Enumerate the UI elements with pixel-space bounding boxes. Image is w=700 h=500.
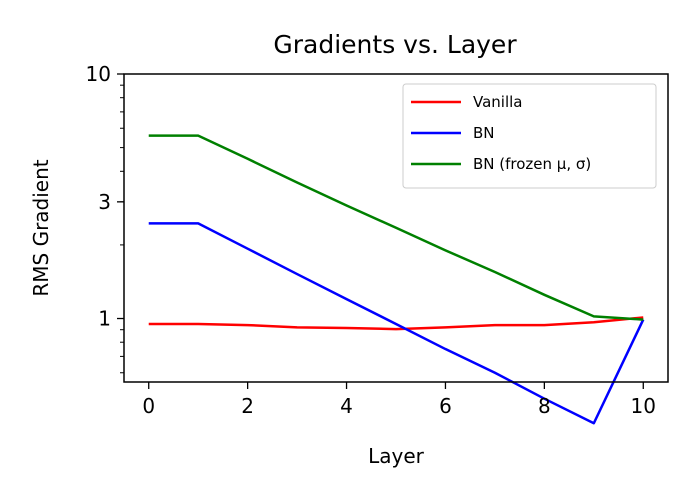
series-line-2 xyxy=(148,134,644,321)
legend-label-1: BN xyxy=(473,124,495,142)
y-tick-label: 10 xyxy=(86,62,111,86)
x-tick-label: 4 xyxy=(340,394,353,418)
x-tick-label: 6 xyxy=(439,394,452,418)
x-axis-label: Layer xyxy=(368,444,425,468)
y-tick-label: 3 xyxy=(98,190,111,214)
plot-frame xyxy=(123,73,669,383)
legend: Vanilla BN BN (frozen μ, σ) xyxy=(402,83,657,189)
legend-label-0: Vanilla xyxy=(473,93,523,111)
y-tick-label: 1 xyxy=(98,307,111,331)
x-tick-label: 10 xyxy=(631,394,656,418)
y-axis-label: RMS Gradient xyxy=(29,159,53,296)
legend-label-2: BN (frozen μ, σ) xyxy=(473,155,591,173)
series-line-1 xyxy=(148,222,645,425)
series-line-0 xyxy=(148,316,644,331)
x-tick-label: 0 xyxy=(142,394,155,418)
x-tick-label: 2 xyxy=(241,394,254,418)
chart-title: Gradients vs. Layer xyxy=(273,30,517,59)
x-tick-label: 8 xyxy=(538,394,551,418)
legend-box xyxy=(402,83,657,189)
